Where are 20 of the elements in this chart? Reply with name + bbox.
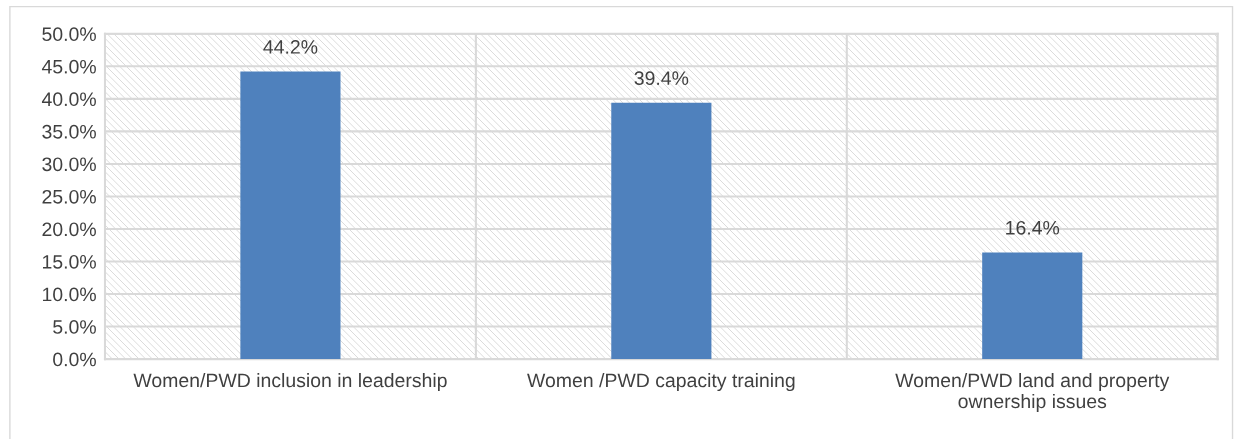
y-tick-label: 25.0% <box>42 189 96 204</box>
y-tick-label: 10.0% <box>42 287 96 302</box>
y-tick-label: 50.0% <box>42 27 96 42</box>
y-tick-label: 40.0% <box>41 92 96 107</box>
bar <box>240 71 341 360</box>
data-label: 39.4% <box>634 71 689 86</box>
y-tick-label: 15.0% <box>42 254 96 269</box>
data-label: 16.4% <box>1006 220 1060 235</box>
data-label: 44.2% <box>263 40 318 54</box>
y-tick-label: 45.0% <box>41 59 96 74</box>
y-tick-label: 20.0% <box>42 222 96 237</box>
x-tick-label: Women/PWD land and property ownership issues <box>895 372 1170 413</box>
x-tick-label: Women /PWD capacity training <box>527 372 795 392</box>
y-tick-label: 5.0% <box>53 320 96 334</box>
x-tick-label: Women/PWD inclusion in leadership <box>133 372 447 392</box>
bar <box>982 252 1083 360</box>
y-tick-label: 35.0% <box>42 124 96 139</box>
y-tick-label: 0.0% <box>53 352 96 367</box>
y-tick-label: 30.0% <box>42 157 96 172</box>
bar <box>611 102 712 360</box>
